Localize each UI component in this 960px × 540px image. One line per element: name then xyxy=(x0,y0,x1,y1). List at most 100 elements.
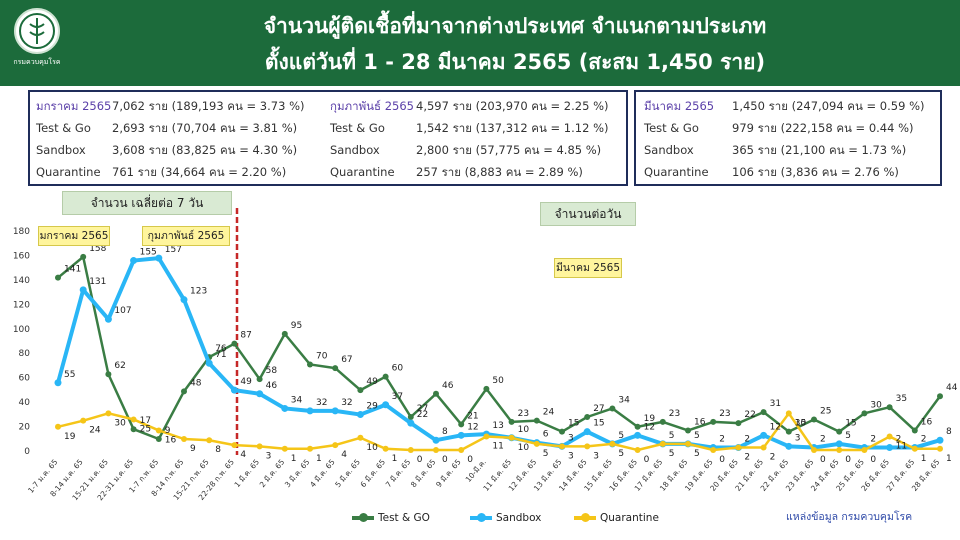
data-point xyxy=(357,387,364,394)
ddc-logo: กรมควบคุมโรค xyxy=(8,8,66,76)
data-label: 10 xyxy=(366,443,378,453)
data-label: 2 xyxy=(770,453,776,463)
data-label: 32 xyxy=(316,398,327,408)
y-tick-label: 160 xyxy=(13,251,30,261)
data-point xyxy=(281,445,288,452)
data-label: 158 xyxy=(89,244,106,254)
data-point xyxy=(80,253,87,260)
data-label: 2 xyxy=(744,453,750,463)
data-label: 60 xyxy=(392,364,404,374)
data-label: 46 xyxy=(266,381,278,391)
data-point xyxy=(155,436,162,442)
x-tick-label: 9 มี.ค. 65 xyxy=(434,457,463,489)
data-point xyxy=(559,443,565,450)
data-point xyxy=(861,410,868,417)
data-label: 3 xyxy=(795,433,801,443)
data-label: 67 xyxy=(341,355,352,365)
data-point xyxy=(281,330,288,337)
data-label: 0 xyxy=(644,455,650,465)
x-tick-label: 8 มี.ค. 65 xyxy=(409,457,438,489)
data-label: 48 xyxy=(190,378,202,388)
data-point xyxy=(508,418,515,425)
data-label: 6 xyxy=(543,430,549,440)
data-label: 22 xyxy=(417,410,428,420)
data-point xyxy=(458,421,465,428)
data-label: 27 xyxy=(593,404,604,414)
summary-value: 2,693 ราย (70,704 คน = 3.81 %) xyxy=(112,121,298,135)
data-label: 1 xyxy=(392,454,398,464)
data-point xyxy=(104,315,112,323)
data-label: 12 xyxy=(467,422,478,432)
data-label: 10 xyxy=(518,443,530,453)
data-label: 21 xyxy=(467,411,478,421)
data-point xyxy=(609,405,616,412)
series-line-quarantine xyxy=(57,412,940,452)
data-point xyxy=(55,274,61,281)
data-point xyxy=(911,445,918,452)
data-point xyxy=(306,407,314,415)
data-point xyxy=(433,447,439,453)
summary-label: Quarantine xyxy=(330,165,395,179)
y-tick-label: 140 xyxy=(13,276,30,286)
data-point xyxy=(584,414,591,420)
data-point xyxy=(583,428,591,436)
page-title-line1: จำนวนผู้ติดเชื้อที่มาจากต่างประเทศ จำแนก… xyxy=(263,14,767,38)
legend-swatch xyxy=(470,513,492,522)
data-point xyxy=(483,385,490,392)
data-point xyxy=(105,371,112,378)
summary-label: Sandbox xyxy=(36,143,86,157)
data-label: 5 xyxy=(669,449,675,459)
data-point xyxy=(307,445,313,452)
summary-box-jan-feb: มกราคม 2565 7,062 ราย (189,193 คน = 3.73… xyxy=(28,90,628,186)
data-point xyxy=(407,414,414,420)
summary-label: Sandbox xyxy=(330,143,380,157)
data-label: 70 xyxy=(316,351,328,361)
data-label: 71 xyxy=(215,350,226,360)
data-label: 141 xyxy=(64,265,81,275)
data-point xyxy=(382,373,389,380)
data-label: 44 xyxy=(946,383,958,393)
data-label: 95 xyxy=(291,321,302,331)
data-point xyxy=(760,444,767,451)
data-point xyxy=(79,286,87,294)
data-label: 1 xyxy=(291,454,297,464)
data-label: 10 xyxy=(518,425,530,435)
data-label: 0 xyxy=(417,455,423,465)
data-point xyxy=(180,296,188,304)
data-point xyxy=(332,365,339,372)
data-point xyxy=(281,404,289,412)
data-point xyxy=(256,390,264,398)
data-label: 8 xyxy=(442,427,448,437)
data-point xyxy=(508,434,515,441)
data-label: 15 xyxy=(568,419,579,429)
summary-label: Test & Go xyxy=(644,121,699,135)
data-point xyxy=(130,426,137,433)
data-label: 37 xyxy=(392,392,403,402)
data-label: 11 xyxy=(492,442,503,452)
summary-value: 2,800 ราย (57,775 คน = 4.85 %) xyxy=(416,143,602,157)
data-point xyxy=(835,440,843,448)
data-point xyxy=(634,423,641,430)
data-label: 23 xyxy=(669,409,680,419)
data-label: 0 xyxy=(845,455,851,465)
data-point xyxy=(331,407,339,415)
y-tick-label: 60 xyxy=(19,374,31,384)
legend-item-sandbox: Sandbox xyxy=(470,512,541,524)
data-point xyxy=(382,401,390,409)
data-label: 2 xyxy=(820,435,826,445)
data-label: 4 xyxy=(240,450,246,460)
data-label: 23 xyxy=(719,409,730,419)
data-label: 2 xyxy=(719,435,725,445)
data-point xyxy=(457,431,465,439)
x-tick-label: 5 มี.ค. 65 xyxy=(333,457,362,489)
data-point xyxy=(155,254,163,262)
x-tick-label: 6 มี.ค. 65 xyxy=(359,457,388,489)
summary-label: มีนาคม 2565 xyxy=(644,99,715,113)
data-label: 0 xyxy=(820,455,826,465)
page-title-line2: ตั้งแต่วันที่ 1 - 28 มีนาคม 2565 (สะสม 1… xyxy=(264,50,766,74)
data-point xyxy=(559,428,565,435)
data-point xyxy=(483,433,490,440)
logo-caption: กรมควบคุมโรค xyxy=(13,58,61,66)
summary-label: มกราคม 2565 xyxy=(36,99,112,113)
